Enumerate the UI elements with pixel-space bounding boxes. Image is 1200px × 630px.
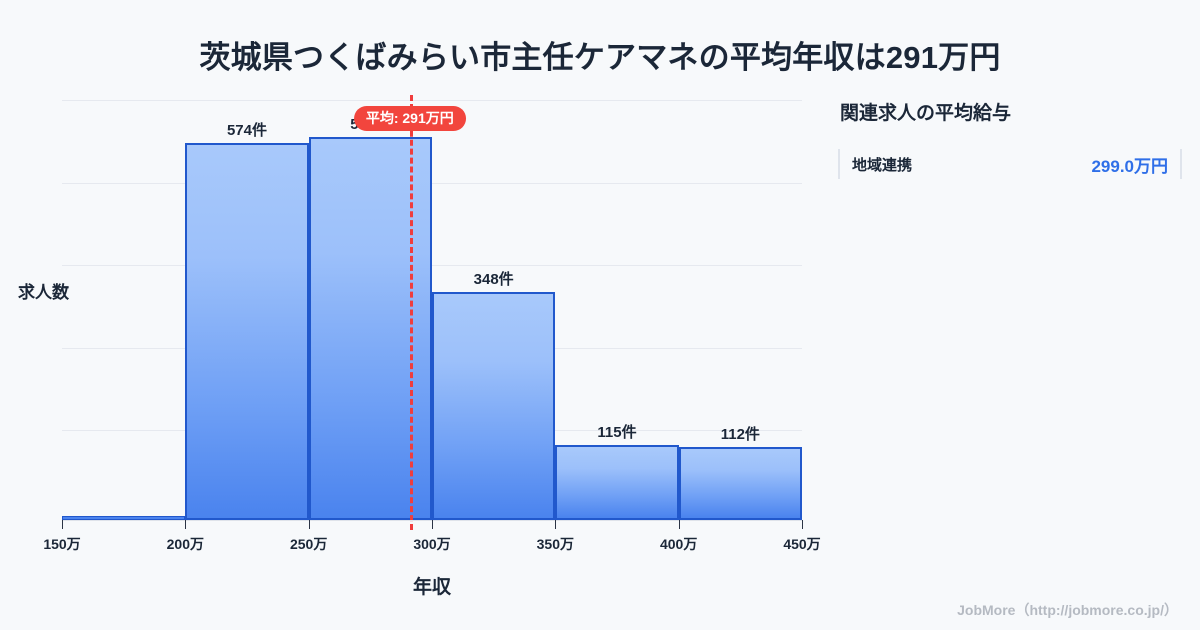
x-tick-label: 400万 xyxy=(659,536,698,552)
related-salary-row-value: 299.0万円 xyxy=(1091,156,1168,176)
related-salary-row-label: 地域連携 xyxy=(852,156,913,174)
bar-value-label: 574件 xyxy=(226,122,267,140)
bar-value-label: 348件 xyxy=(473,270,514,288)
related-salary-heading: 関連求人の平均給与 xyxy=(840,103,1012,124)
bar-value-label: 115件 xyxy=(597,423,637,441)
x-tick-mark xyxy=(308,520,310,529)
x-tick-mark xyxy=(432,520,433,529)
bar: 112件 xyxy=(678,426,802,520)
bar-series: 574件 583件 348件 115件 112件 xyxy=(62,100,802,520)
bar xyxy=(62,516,186,520)
related-salary-row: 地域連携 299.0万円 xyxy=(838,147,1182,181)
related-salary-panel: 関連求人の平均給与 地域連携 299.0万円 xyxy=(838,98,1188,181)
average-badge: 平均: 291万円 xyxy=(353,106,466,131)
bar: 583件 xyxy=(308,116,432,520)
x-tick-label: 150万 xyxy=(43,536,81,552)
x-tick-mark xyxy=(185,520,187,529)
average-line xyxy=(409,95,413,530)
x-tick-mark xyxy=(678,520,680,529)
x-tick-mark xyxy=(555,520,557,529)
x-tick-label: 200万 xyxy=(166,536,205,552)
x-axis-title: 年収 xyxy=(412,577,451,598)
page-title: 茨城県つくばみらい市主任ケアマネの平均年収は291万円 xyxy=(199,40,1001,75)
x-tick-label: 250万 xyxy=(289,536,328,552)
related-salary-list: 地域連携 299.0万円 xyxy=(838,147,1188,181)
histogram-chart: 求人数 574件 583件 348件 115件 112件 150万 200万 250万 300… xyxy=(0,90,830,610)
y-axis-title: 求人数 xyxy=(18,283,69,302)
x-tick-mark xyxy=(62,520,63,529)
x-tick-mark xyxy=(802,520,803,529)
footer-attribution: JobMore（http://jobmore.co.jp/） xyxy=(957,602,1178,618)
x-tick-label: 450万 xyxy=(783,536,821,552)
bar-value-label: 112件 xyxy=(720,425,760,443)
bar: 115件 xyxy=(555,424,679,520)
plot-area: 574件 583件 348件 115件 112件 xyxy=(62,95,802,530)
x-tick-label: 300万 xyxy=(413,536,451,552)
x-tick-label: 350万 xyxy=(536,536,575,552)
bar: 348件 xyxy=(432,271,556,520)
bar: 574件 xyxy=(185,122,309,520)
